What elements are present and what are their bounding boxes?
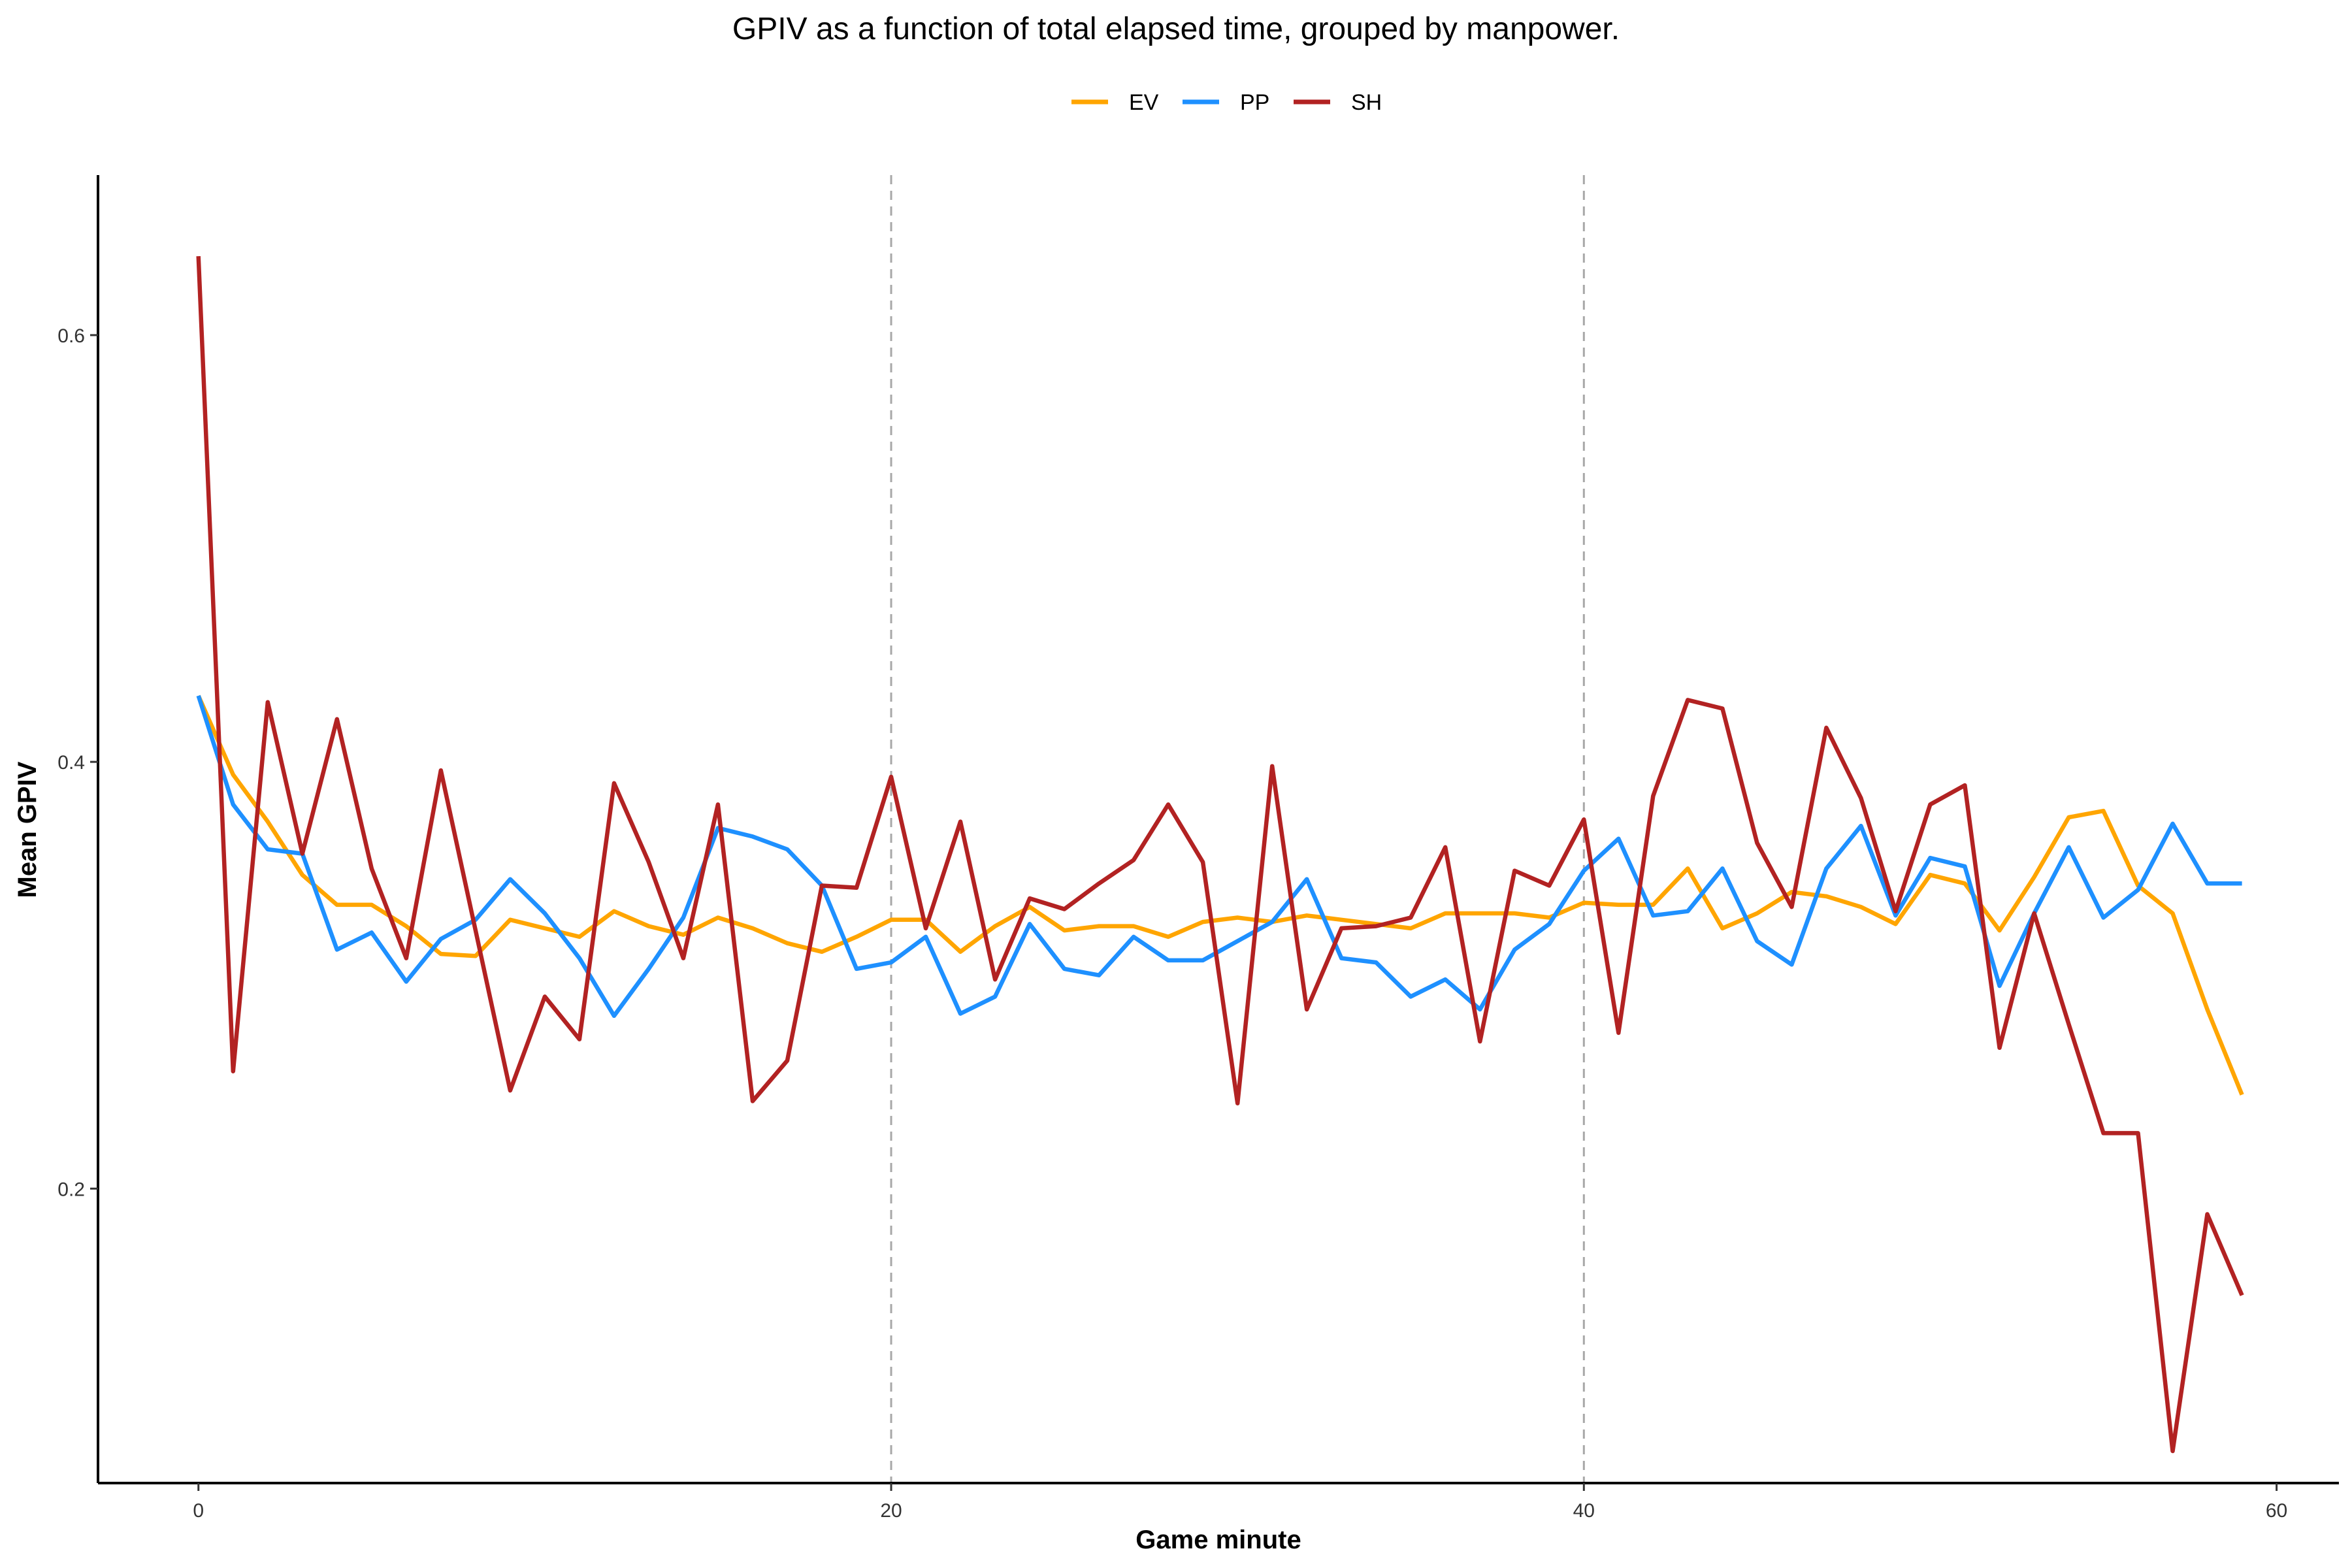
x-tick-label: 40 — [1573, 1500, 1595, 1522]
legend-item-pp: PP — [1183, 90, 1269, 115]
reference-lines — [890, 175, 1585, 1483]
x-axis-title: Game minute — [1135, 1526, 1301, 1554]
x-axis-ticks: 0 20 40 60 — [193, 1483, 2287, 1522]
y-axis-title: Mean GPIV — [13, 761, 42, 898]
series-line-sh — [196, 255, 2244, 1454]
series-line-pp — [196, 694, 2242, 1019]
legend-item-ev: EV — [1071, 90, 1159, 115]
legend: EV PP SH — [1071, 90, 1382, 115]
series-group — [196, 255, 2244, 1454]
y-tick-label: 0.6 — [57, 325, 85, 347]
legend-label-ev: EV — [1129, 90, 1159, 115]
y-tick-label: 0.2 — [57, 1179, 85, 1200]
legend-label-sh: SH — [1351, 90, 1382, 115]
y-tick-label: 0.4 — [57, 752, 85, 774]
y-axis-ticks: 0.2 0.4 0.6 — [57, 325, 98, 1200]
chart-title: GPIV as a function of total elapsed time… — [732, 12, 1620, 46]
legend-item-sh: SH — [1294, 90, 1382, 115]
x-tick-label: 20 — [880, 1500, 902, 1522]
series-line-ev — [196, 694, 2244, 1096]
x-tick-label: 60 — [2266, 1500, 2287, 1522]
legend-label-pp: PP — [1240, 90, 1269, 115]
x-tick-label: 0 — [193, 1500, 204, 1522]
